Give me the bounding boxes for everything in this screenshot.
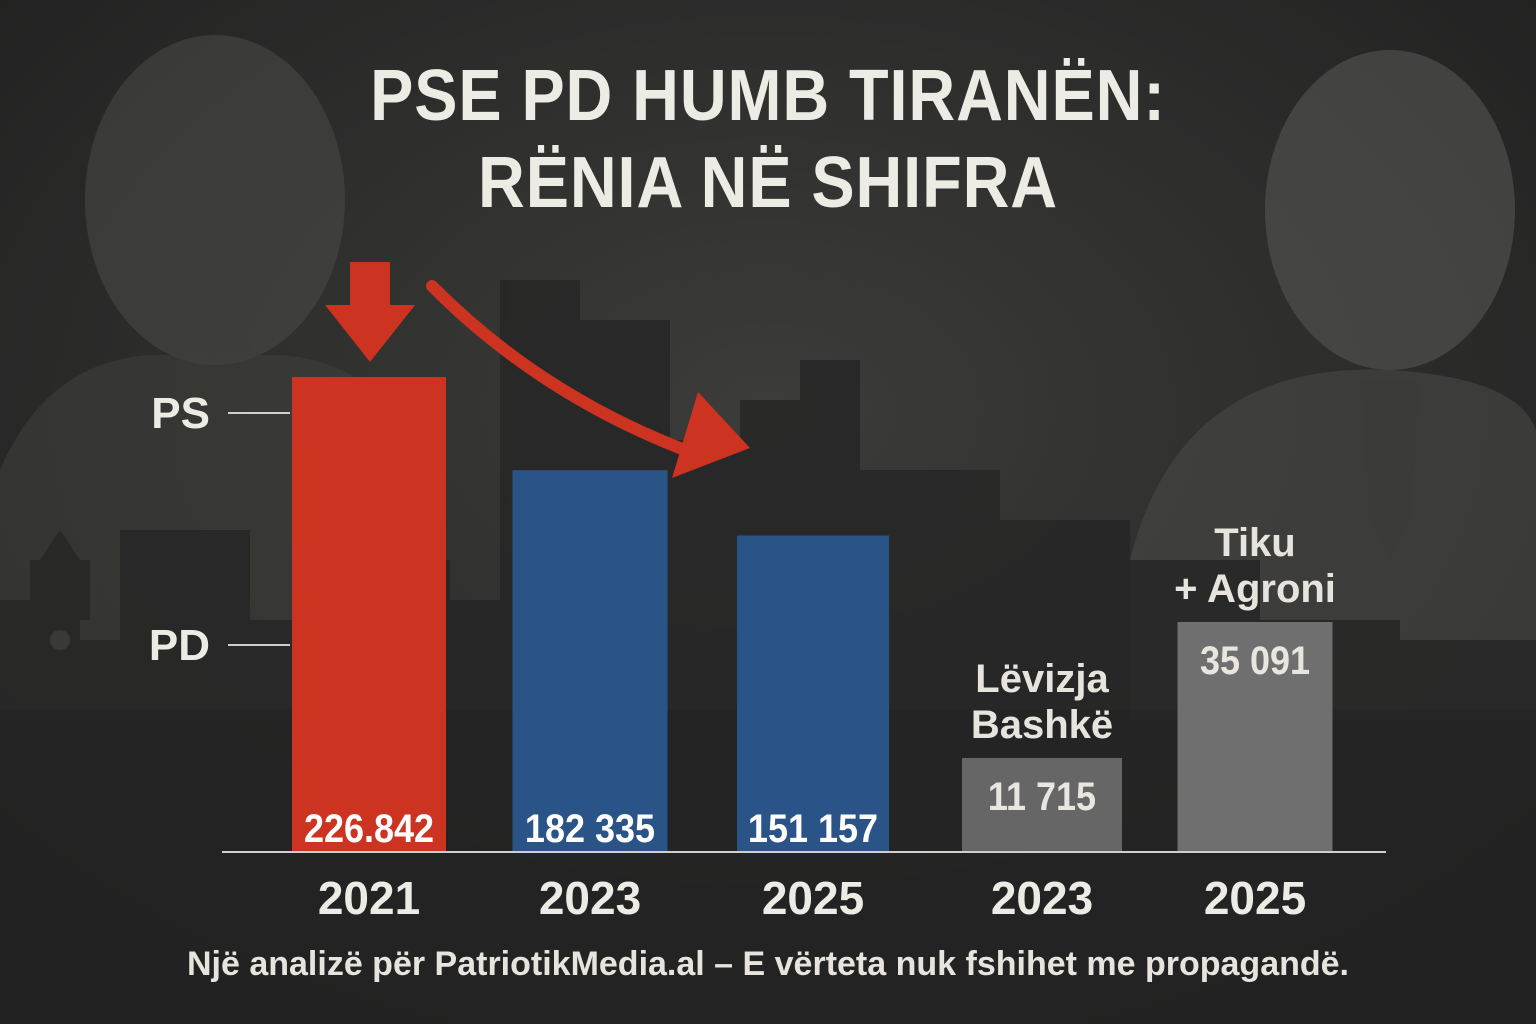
bar-value-label-0: 226.842 bbox=[304, 807, 434, 851]
down-arrow-annotation bbox=[325, 262, 415, 362]
bar-3 bbox=[962, 758, 1122, 852]
y-marker-label-0: PS bbox=[151, 389, 210, 438]
portrait-left-head bbox=[85, 35, 345, 365]
curved-arrow-annotation bbox=[426, 280, 696, 458]
x-tick-label-2: 2025 bbox=[762, 872, 864, 924]
skyline-building bbox=[30, 560, 90, 620]
footer-credit: Një analizë për PatriotikMedia.al – E vë… bbox=[186, 945, 1349, 983]
x-tick-label-0: 2021 bbox=[318, 872, 420, 924]
bar-value-label-2: 151 157 bbox=[748, 807, 878, 851]
portrait-right-head bbox=[1265, 50, 1515, 370]
group-label-4-1: + Agroni bbox=[1174, 567, 1336, 611]
bar-1 bbox=[512, 470, 668, 852]
bar-value-label-3: 11 715 bbox=[988, 775, 1096, 819]
group-label-3-0: Lëvizja bbox=[975, 657, 1109, 701]
chart-title-line-1: PSE PD HUMB TIRANËN: bbox=[370, 56, 1166, 136]
bar-0 bbox=[292, 377, 446, 852]
x-tick-label-4: 2025 bbox=[1204, 872, 1306, 924]
y-marker-label-1: PD bbox=[149, 621, 210, 670]
x-tick-label-3: 2023 bbox=[991, 872, 1093, 924]
chart-title-line-2: RËNIA NË SHIFRA bbox=[478, 143, 1058, 223]
clock-tower-roof bbox=[40, 530, 80, 560]
portrait-right-tie bbox=[1360, 380, 1420, 560]
clock-face bbox=[50, 630, 70, 650]
bar-value-label-1: 182 335 bbox=[525, 807, 655, 851]
bar-value-label-4: 35 091 bbox=[1200, 639, 1310, 683]
group-label-4-0: Tiku bbox=[1214, 521, 1296, 565]
bar-2 bbox=[737, 535, 889, 852]
group-label-3-1: Bashkë bbox=[971, 703, 1113, 747]
x-tick-label-1: 2023 bbox=[539, 872, 641, 924]
curved-arrow-head bbox=[672, 392, 750, 478]
bar-4 bbox=[1177, 622, 1333, 852]
